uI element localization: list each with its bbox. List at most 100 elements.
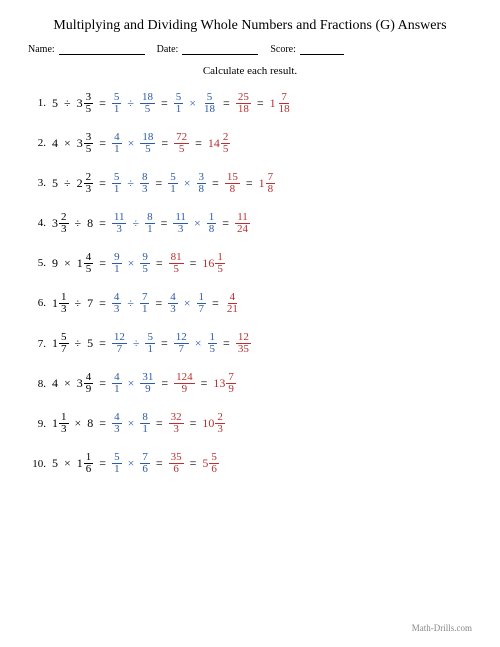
fraction: 1235 [236, 332, 251, 355]
fraction: 43 [112, 292, 122, 315]
fraction: 158 [225, 172, 240, 195]
operator: ÷ [132, 216, 139, 231]
equals-sign: = [161, 336, 168, 351]
equals-sign: = [195, 136, 202, 151]
equals-sign: = [99, 456, 106, 471]
fraction: 51 [174, 92, 184, 115]
equals-sign: = [99, 416, 106, 431]
fraction: 43 [168, 292, 178, 315]
operator: × [189, 96, 196, 111]
operator: × [194, 216, 201, 231]
equals-sign: = [99, 216, 106, 231]
operator: × [128, 376, 135, 391]
footer-credit: Math-Drills.com [412, 623, 472, 633]
problem-number: 1. [28, 97, 52, 109]
equation: 4×349=41×319=1249=1379 [52, 372, 236, 395]
worksheet-page: Multiplying and Dividing Whole Numbers a… [0, 0, 500, 647]
fraction: 18 [207, 212, 217, 235]
fraction: 1249 [174, 372, 195, 395]
equals-sign: = [99, 136, 106, 151]
problem-row: 1.5÷335=51÷185=51×518=2518=1718 [28, 89, 472, 117]
equals-sign: = [212, 176, 219, 191]
fraction: 319 [140, 372, 155, 395]
equals-sign: = [161, 136, 168, 151]
equals-sign: = [212, 296, 219, 311]
equals-sign: = [99, 336, 106, 351]
problem-row: 2.4×335=41×185=725=1425 [28, 129, 472, 157]
mixed-number: 145 [77, 252, 94, 275]
fraction: 113 [112, 212, 127, 235]
fraction: 83 [140, 172, 150, 195]
int-value: 7 [87, 296, 93, 311]
problem-number: 5. [28, 257, 52, 269]
operator: × [128, 136, 135, 151]
int-value: 8 [87, 216, 93, 231]
fraction: 421 [225, 292, 240, 315]
equals-sign: = [190, 456, 197, 471]
fraction: 356 [169, 452, 184, 475]
mixed-number: 323 [52, 212, 69, 235]
fraction: 71 [140, 292, 150, 315]
fraction: 185 [140, 132, 155, 155]
operator: × [64, 256, 71, 271]
int-value: 9 [52, 256, 58, 271]
equals-sign: = [222, 216, 229, 231]
fraction: 76 [140, 452, 150, 475]
problem-row: 7.157÷5=127÷51=127×15=1235 [28, 330, 472, 358]
mixed-number: 335 [77, 132, 94, 155]
date-group: Date: [157, 44, 259, 55]
header-row: Name: Date: Score: [28, 44, 472, 55]
problem-row: 3.5÷223=51÷83=51×38=158=178 [28, 169, 472, 197]
fraction: 95 [140, 252, 150, 275]
mixed-number: 157 [52, 332, 69, 355]
problem-row: 5.9×145=91×95=815=1615 [28, 249, 472, 277]
equals-sign: = [155, 176, 162, 191]
int-value: 4 [52, 376, 58, 391]
problem-row: 6.113÷7=43÷71=43×17=421 [28, 289, 472, 317]
fraction: 2518 [236, 92, 251, 115]
fraction: 91 [112, 252, 122, 275]
equation: 5×116=51×76=356=556 [52, 452, 219, 475]
fraction: 127 [112, 332, 127, 355]
operator: × [184, 296, 191, 311]
mixed-number: 223 [77, 172, 94, 195]
problem-list: 1.5÷335=51÷185=51×518=2518=17182.4×335=4… [28, 89, 472, 478]
equals-sign: = [223, 96, 230, 111]
instruction: Calculate each result. [28, 65, 472, 77]
problem-number: 10. [28, 458, 52, 470]
name-blank [59, 45, 145, 55]
equals-sign: = [161, 96, 168, 111]
problem-number: 7. [28, 338, 52, 350]
mixed-number: 335 [77, 92, 94, 115]
fraction: 38 [197, 172, 207, 195]
problem-row: 10.5×116=51×76=356=556 [28, 450, 472, 478]
equation: 9×145=91×95=815=1615 [52, 252, 225, 275]
fraction: 15 [208, 332, 218, 355]
equation: 157÷5=127÷51=127×15=1235 [52, 332, 251, 355]
operator: ÷ [75, 216, 82, 231]
problem-number: 3. [28, 177, 52, 189]
problem-number: 6. [28, 297, 52, 309]
operator: ÷ [64, 96, 71, 111]
fraction: 1124 [235, 212, 250, 235]
equation: 5÷335=51÷185=51×518=2518=1718 [52, 92, 292, 115]
int-value: 4 [52, 136, 58, 151]
page-title: Multiplying and Dividing Whole Numbers a… [28, 18, 472, 34]
operator: × [64, 376, 71, 391]
mixed-number: 556 [202, 452, 219, 475]
mixed-number: 1718 [270, 92, 292, 115]
equals-sign: = [99, 176, 106, 191]
fraction: 323 [169, 412, 184, 435]
equals-sign: = [99, 256, 106, 271]
operator: × [128, 416, 135, 431]
operator: ÷ [133, 336, 140, 351]
fraction: 81 [140, 412, 150, 435]
fraction: 17 [197, 292, 207, 315]
score-group: Score: [270, 44, 344, 55]
mixed-number: 349 [77, 372, 94, 395]
equation: 4×335=41×185=725=1425 [52, 132, 230, 155]
name-group: Name: [28, 44, 145, 55]
date-label: Date: [157, 44, 179, 55]
operator: × [128, 456, 135, 471]
equals-sign: = [201, 376, 208, 391]
